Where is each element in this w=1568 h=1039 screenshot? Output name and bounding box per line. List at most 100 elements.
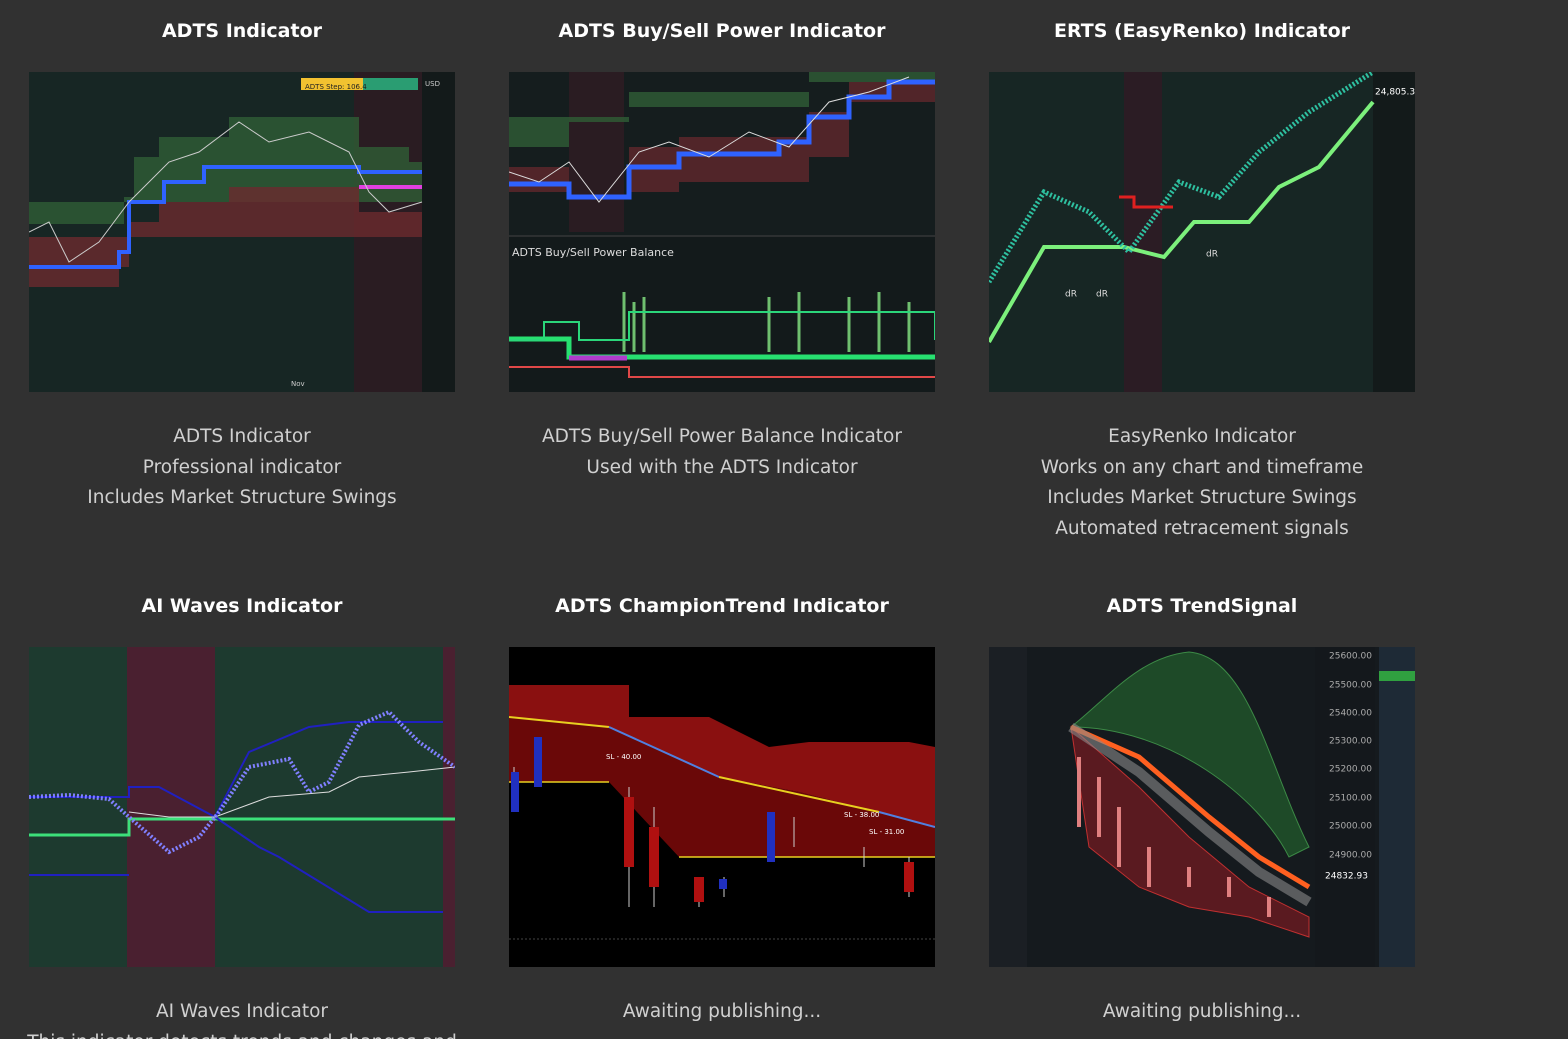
chart-shape: [128, 766, 455, 818]
chart-shape: [509, 366, 935, 378]
card-thumbnail: SL - 40.00 SL - 38.00 SL - 31.00: [509, 647, 935, 967]
chart-shape: [608, 726, 720, 778]
chart-shape: [509, 82, 935, 192]
description-line: Works on any chart and timeframe: [1040, 456, 1364, 478]
card-title: ADTS Buy/Sell Power Indicator: [558, 20, 886, 42]
chart-shape: [509, 79, 935, 200]
thumbnail-label: 24900.00: [1329, 851, 1372, 861]
thumbnail-label: 25600.00: [1329, 652, 1372, 662]
description-line: Used with the ADTS Indicator: [586, 456, 858, 478]
chart-shape: [1068, 722, 1312, 907]
chart-shape: [767, 812, 775, 862]
thumbnail-label: USD: [425, 80, 440, 88]
description-line: Awaiting publishing...: [1102, 1001, 1302, 1022]
thumbnail-art: [989, 72, 1415, 392]
chart-shape: [904, 862, 914, 892]
chart-shape: [29, 816, 443, 913]
thumbnail-label: 24,805.3: [1375, 88, 1415, 98]
card-description: Awaiting publishing...: [482, 997, 962, 1028]
chart-shape: [509, 685, 935, 827]
chart-shape: [624, 797, 914, 902]
thumbnail-label: 25400.00: [1329, 709, 1372, 719]
thumbnail-label: 25100.00: [1329, 794, 1372, 804]
card-title: ERTS (EasyRenko) Indicator: [1053, 20, 1350, 42]
chart-shape: [301, 78, 363, 90]
chart-shape: [1119, 195, 1173, 209]
thumbnail-label: 25500.00: [1329, 681, 1372, 691]
card-description: AI Waves Indicator This indicator detects…: [2, 997, 482, 1039]
chart-shape: [989, 72, 1415, 392]
thumbnail-art: [989, 647, 1415, 967]
card-description: Awaiting publishing...: [962, 997, 1442, 1028]
chart-shape: [509, 716, 610, 728]
chart-shape: [719, 879, 727, 889]
thumbnail-label: dR: [1065, 290, 1077, 300]
chart-shape: [127, 647, 215, 967]
description-line: Automated retracement signals: [1055, 517, 1349, 539]
thumbnail-label: dR: [1096, 290, 1108, 300]
thumbnail-label: dR: [1206, 250, 1218, 260]
thumbnail-label: SL - 40.00: [606, 753, 641, 761]
chart-shape: [29, 165, 422, 269]
chart-shape: [363, 78, 418, 90]
chart-shape: [622, 292, 911, 352]
chart-shape: [1315, 647, 1375, 967]
card-title: ADTS ChampionTrend Indicator: [555, 595, 889, 617]
thumbnail-label: 25200.00: [1329, 765, 1372, 775]
card-thumbnail: dR dR dR 24,805.3: [989, 72, 1415, 392]
card-thumbnail: 25600.00 25500.00 25400.00 25300.00 25200.00…: [989, 647, 1415, 967]
chart-shape: [624, 797, 634, 867]
chart-shape: [1070, 725, 1310, 938]
description-line: ADTS Buy/Sell Power Balance Indicator: [542, 426, 902, 447]
chart-shape: [511, 772, 519, 812]
thumbnail-label: SL - 31.00: [869, 828, 904, 836]
chart-shape: [443, 647, 455, 967]
chart-shape: [422, 72, 455, 392]
chart-shape: [1373, 72, 1415, 392]
chart-shape: [511, 737, 775, 889]
card-description: ADTS Indicator Professional indicator Incl…: [2, 422, 482, 514]
chart-shape: [989, 72, 1375, 284]
card-title: ADTS Indicator: [161, 20, 323, 42]
chart-shape: [1379, 671, 1415, 681]
chart-shape: [1379, 647, 1415, 967]
chart-shape: [1124, 72, 1162, 392]
chart-shape: [29, 121, 423, 263]
description-line: Includes Market Structure Swings: [87, 487, 397, 508]
card-thumbnail: [29, 647, 455, 967]
chart-shape: [1069, 651, 1310, 858]
description-line: AI Waves Indicator: [155, 1001, 329, 1022]
thumbnail-art: [509, 72, 935, 392]
chart-shape: [509, 781, 935, 858]
chart-shape: [509, 717, 935, 857]
card-thumbnail: ADTS Step: 106.4 USD Nov: [29, 72, 455, 392]
description-line: ADTS Indicator: [173, 426, 311, 447]
thumbnail-art: [29, 72, 455, 392]
chart-shape: [534, 737, 542, 787]
chart-shape: [1069, 724, 1311, 890]
chart-shape: [509, 76, 910, 203]
chart-shape: [878, 811, 935, 828]
card-title: AI Waves Indicator: [141, 595, 343, 617]
description-line: EasyRenko Indicator: [1108, 426, 1296, 447]
card-thumbnail: ADTS Buy/Sell Power Balance: [509, 72, 935, 392]
chart-shape: [29, 187, 422, 287]
description-line: This indicator detects trends and change…: [2, 1028, 482, 1039]
thumbnail-label: 25300.00: [1329, 737, 1372, 747]
thumbnail-art: [29, 647, 455, 967]
description-line: Professional indicator: [142, 456, 342, 478]
thumbnail-label: ADTS Buy/Sell Power Balance: [512, 246, 674, 259]
chart-shape: [509, 236, 935, 392]
chart-shape: [509, 311, 935, 341]
chart-shape: [989, 647, 1027, 967]
thumbnail-label: Nov: [291, 380, 305, 388]
chart-shape: [569, 72, 624, 232]
chart-shape: [718, 776, 880, 813]
card-title: ADTS TrendSignal: [1106, 595, 1298, 617]
description-line: Includes Market Structure Swings: [1047, 487, 1357, 508]
thumbnail-label: 24832.93: [1325, 872, 1368, 882]
chart-shape: [649, 827, 659, 887]
description-line: Awaiting publishing...: [622, 1001, 822, 1022]
chart-shape: [694, 877, 704, 902]
chart-shape: [29, 709, 455, 855]
